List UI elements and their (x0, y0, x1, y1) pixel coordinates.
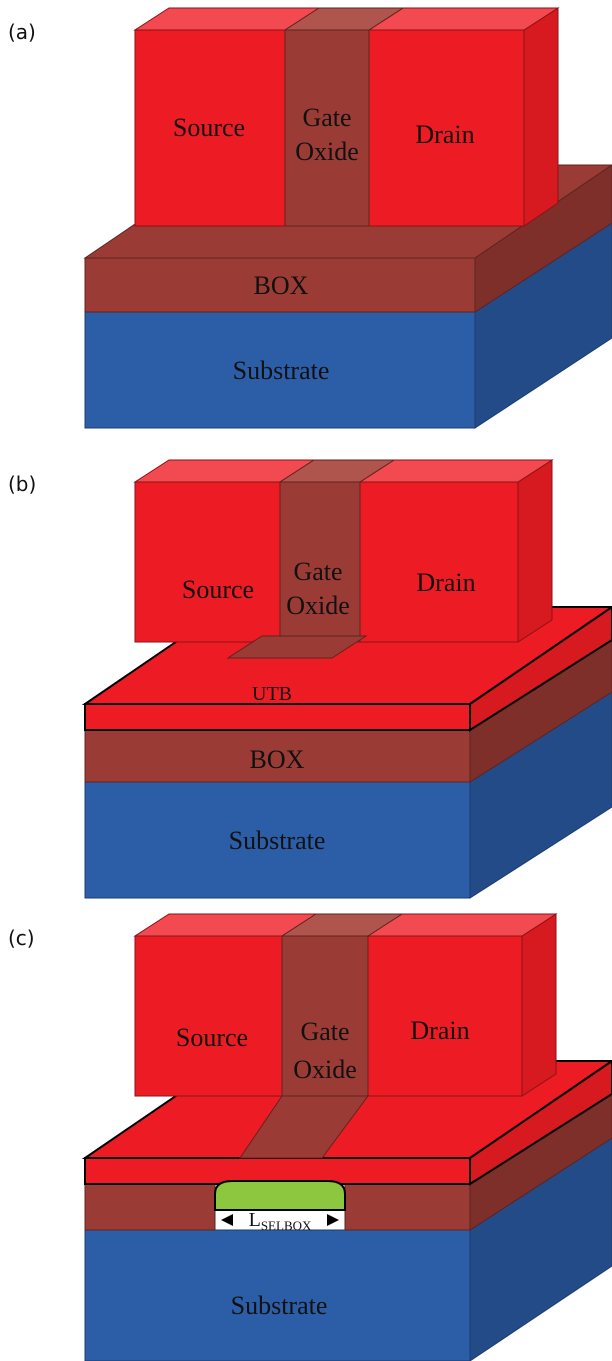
drain-label: Drain (415, 120, 474, 149)
drain-label: Drain (410, 1016, 469, 1045)
drain-front (359, 481, 519, 643)
diagram-c: LSELBOX Source Gate Oxide Drain Substrat… (81, 913, 612, 1361)
utb-label: UTB (252, 683, 292, 705)
substrate-front (84, 311, 476, 429)
gate-oxide-front (281, 935, 369, 1097)
source-label: Source (182, 575, 254, 604)
lselbox-arrow-right (327, 1214, 339, 1226)
drain-side (523, 7, 559, 227)
gate-label-line1: Gate (302, 103, 351, 132)
panel-label-b: (b) (8, 472, 37, 496)
gate-label-line1: Gate (300, 1017, 349, 1046)
box-front-right (344, 1183, 471, 1231)
lselbox-main: L (249, 1209, 261, 1231)
utb-front (84, 703, 471, 731)
gate-oxide-front (284, 29, 370, 227)
source-label: Source (173, 113, 245, 142)
gate-oxide-foot (239, 1095, 369, 1159)
drain-front (367, 935, 523, 1097)
lselbox-label: LSELBOX (249, 1209, 312, 1233)
substrate-label: Substrate (229, 826, 326, 855)
drain-side (517, 459, 553, 643)
selbox-region (214, 1180, 346, 1211)
source-label: Source (176, 1023, 248, 1052)
gate-label-line1: Gate (293, 557, 342, 586)
box-front-left (84, 1183, 216, 1231)
panel-label-c: (c) (8, 926, 35, 950)
panel-a: (a) Source Gate Oxide Drain BOX Substrat… (0, 0, 612, 453)
source-front (134, 481, 281, 643)
gate-oxide-foot (226, 635, 368, 659)
gate-oxide-front (279, 481, 361, 643)
drain-side (521, 913, 557, 1097)
panel-c: (c) LSELBOX Source Gate Oxide (0, 906, 612, 1361)
box-label: BOX (254, 271, 309, 300)
substrate-label: Substrate (233, 356, 330, 385)
substrate-label: Substrate (231, 1291, 328, 1320)
lselbox-arrow-left (221, 1214, 233, 1226)
gate-label-line2: Oxide (293, 1055, 357, 1084)
box-label: BOX (250, 745, 305, 774)
gate-label-line2: Oxide (295, 137, 359, 166)
box-front (84, 729, 471, 783)
drain-front (368, 29, 525, 227)
box-front (84, 257, 476, 313)
drain-label: Drain (416, 568, 475, 597)
panel-b: (b) Source Gate Oxide Drain UTB BOX Subs… (0, 452, 612, 905)
diagram-b: Source Gate Oxide Drain UTB BOX Substrat… (81, 459, 612, 899)
diagram-a: Source Gate Oxide Drain BOX Substrate (83, 7, 612, 429)
lselbox-sub: SELBOX (261, 1218, 312, 1233)
source-front (134, 935, 283, 1097)
substrate-front (84, 1229, 471, 1361)
panel-label-a: (a) (8, 20, 36, 44)
gate-label-line2: Oxide (286, 591, 350, 620)
